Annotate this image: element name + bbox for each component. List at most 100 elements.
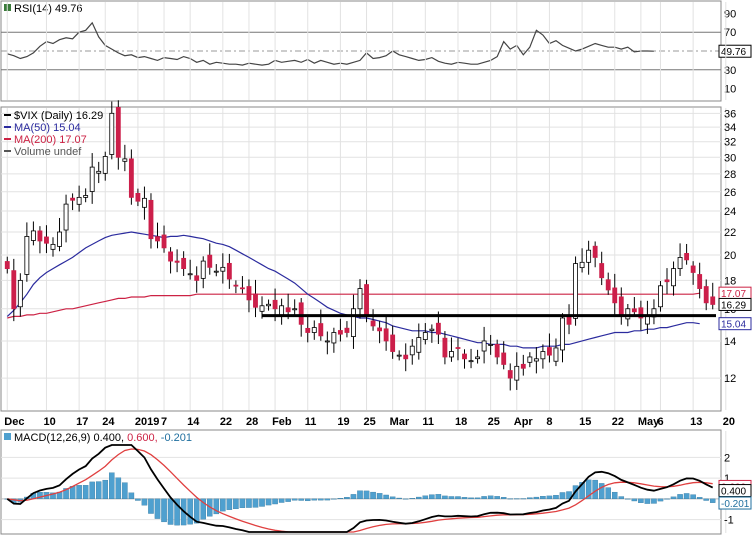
macd-hist-bar-57 <box>376 493 383 500</box>
macd-hist-bar-21 <box>141 498 148 506</box>
macd-hist-bar-23 <box>154 498 161 519</box>
candle-20 <box>135 188 141 207</box>
candle-10 <box>70 193 76 211</box>
candle-100 <box>658 281 663 312</box>
macd-hist-bar-54 <box>357 490 363 500</box>
macd-hist-bar-40 <box>265 498 272 506</box>
macd-panel: 210-1 MACD(12,26,9) 0.400, 0.600, -0.201… <box>0 429 752 535</box>
candle-40 <box>266 299 271 311</box>
candle-33 <box>220 253 226 284</box>
candle-32 <box>213 264 219 277</box>
macd-hist-bar-17 <box>115 477 122 500</box>
date-label-6: 14 <box>187 416 200 428</box>
candle-8 <box>57 217 62 252</box>
macd-hist-bar-10 <box>69 486 76 500</box>
candle-body-14 <box>96 170 102 174</box>
candle-body-83 <box>547 347 552 356</box>
date-label-18: 8 <box>546 416 552 428</box>
candle-body-54 <box>357 288 363 310</box>
candle-101 <box>664 268 670 295</box>
candle-body-46 <box>305 327 311 333</box>
candle-body-96 <box>631 308 637 313</box>
candle-body-21 <box>142 197 147 208</box>
candle-body-41 <box>272 299 278 310</box>
candle-body-18 <box>122 158 128 162</box>
candle-70 <box>462 349 467 369</box>
candle-body-87 <box>573 263 578 319</box>
candle-body-45 <box>298 302 304 325</box>
macd-hist-bar-48 <box>318 498 324 501</box>
candle-body-89 <box>586 249 592 263</box>
macd-hist-bar-74 <box>487 495 494 500</box>
candle-6 <box>44 225 49 254</box>
date-label-19: 15 <box>579 416 591 428</box>
macd-hist-bar-97 <box>638 498 644 503</box>
macd-hist-bar-25 <box>167 498 174 525</box>
rsi-tick-1: 70 <box>724 27 736 39</box>
candle-25 <box>168 247 173 274</box>
macd-hist-bar-24 <box>161 498 167 523</box>
candle-body-39 <box>259 305 265 312</box>
candle-0 <box>4 256 10 274</box>
candle-body-32 <box>213 270 219 273</box>
macd-hist-bar-93 <box>611 491 618 500</box>
macd-hist-bar-13 <box>89 481 95 500</box>
macd-hist-bar-45 <box>298 498 304 501</box>
rsi-current-tag: 49.76 <box>718 44 752 58</box>
date-axis-labels: Dec 10 17 24 2019 7 14 22 28 Feb 11 19 25 Mar 11 18 25 Ap… <box>4 416 735 428</box>
candle-28 <box>187 259 193 280</box>
candle-body-82 <box>540 351 546 360</box>
macd-tag-1-text: 0.400 <box>721 487 746 498</box>
candle-4 <box>30 221 36 246</box>
macd-hist-bar-28 <box>187 498 193 525</box>
date-label-3: 24 <box>102 416 115 428</box>
candle-50 <box>331 327 337 353</box>
macd-hist-bar-30 <box>200 498 206 520</box>
macd-hist-bar-46 <box>304 498 311 502</box>
candle-body-78 <box>514 365 520 381</box>
candle-96 <box>631 297 637 317</box>
candle-body-49 <box>324 340 330 343</box>
macd-hist-bar-19 <box>128 492 135 500</box>
candle-37 <box>246 279 252 313</box>
candle-body-95 <box>625 308 631 320</box>
candle-body-77 <box>507 370 513 379</box>
candle-74 <box>488 334 494 355</box>
macd-hist-bar-44 <box>291 498 298 501</box>
macd-tag-1: 0.400 <box>718 484 752 498</box>
price-tick-12: 12 <box>724 373 736 385</box>
candle-23 <box>155 222 160 249</box>
price-tick-0: 36 <box>724 108 736 120</box>
date-label-10: 11 <box>305 416 317 428</box>
macd-hist-bar-100 <box>657 498 664 502</box>
candle-body-75 <box>494 344 500 358</box>
candle-body-102 <box>671 268 676 287</box>
candle-body-12 <box>83 195 89 198</box>
candle-body-90 <box>592 245 598 258</box>
candle-body-13 <box>89 166 95 192</box>
candle-body-63 <box>416 337 422 353</box>
candle-body-22 <box>148 199 154 240</box>
candle-body-62 <box>409 345 415 356</box>
macd-hist-bar-103 <box>677 494 683 500</box>
price-tag-0-text: 17.07 <box>721 289 746 300</box>
candle-34 <box>226 253 232 289</box>
macd-hist-bar-99 <box>651 498 657 504</box>
candle-body-6 <box>44 236 49 244</box>
date-label-15: 18 <box>455 416 467 428</box>
candle-65 <box>429 324 435 343</box>
candle-body-106 <box>697 274 703 289</box>
candle-body-93 <box>612 287 618 304</box>
candle-85 <box>560 313 565 363</box>
macd-hist-bar-106 <box>696 497 703 500</box>
macd-hist-bar-16 <box>109 472 115 500</box>
candle-108 <box>710 282 716 310</box>
macd-legend-macd: MACD(12,26,9) 0.400, <box>14 432 124 444</box>
price-tick-8: 20 <box>724 250 736 262</box>
candle-78 <box>514 352 520 390</box>
macd-hist-bar-63 <box>416 496 422 500</box>
